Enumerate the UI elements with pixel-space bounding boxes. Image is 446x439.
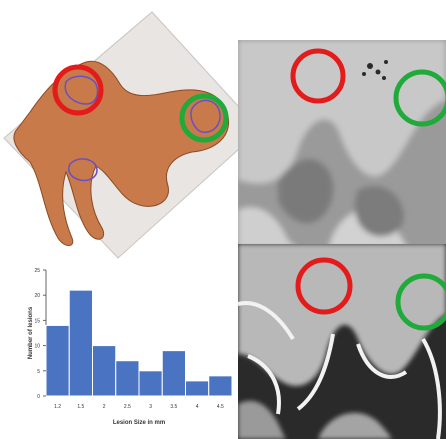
x-tick-label: 2 [103,404,106,410]
histogram-chart: 0 5 10 15 20 25 1.2 1.5 2 2.5 3 3.5 4 4.5 Lesion Size … [28,268,233,426]
lesion-size-histogram: 0 5 10 15 20 25 1.2 1.5 2 2.5 3 3.5 4 4.5 Lesion Size … [0,258,240,439]
y-tick-label: 10 [34,344,40,350]
histogram-bar [115,360,140,397]
lesion-outline-bottom [68,158,98,182]
x-tick-label: 1.5 [77,404,84,410]
y-axis-label: Number of lesions [28,306,34,359]
histogram-bar [138,370,163,397]
y-tick-label: 0 [37,394,40,400]
x-tick-label: 1.2 [54,404,61,410]
csf-bright-lines [238,301,442,439]
lesion-outline-right [190,99,221,134]
green-marker-circle [395,273,446,331]
histology-slide-panel [0,0,240,260]
red-marker-circle [295,257,353,315]
green-marker-circle [393,69,446,127]
x-tick-label: 4 [196,404,199,410]
x-tick-label: 2.5 [124,404,131,410]
x-tick-label: 3.5 [170,404,177,410]
mri-top-panel [238,40,446,248]
histogram-bar [185,380,210,397]
x-tick-label: 3 [149,404,152,410]
y-tick-label: 15 [34,318,40,324]
lesion-outline-left [64,75,99,105]
susceptibility-spots [362,60,388,80]
y-tick-label: 20 [34,293,40,299]
histogram-bar [161,350,186,397]
histology-slide-image [3,11,240,259]
x-axis-label: Lesion Size in mm [113,420,165,426]
mri-top-image [238,40,446,248]
mri-bottom-image [238,244,446,439]
green-marker-circle [179,93,229,143]
tissue-section [13,60,230,246]
histogram-bar [208,375,233,397]
x-tick-label: 4.5 [217,404,224,410]
histogram-bar [68,289,93,397]
red-marker-circle [52,64,104,116]
mri-bottom-panel [238,244,446,439]
y-tick-label: 25 [34,268,40,274]
red-marker-circle [290,48,346,104]
histogram-bar [45,324,70,397]
y-tick-label: 5 [37,369,40,375]
histogram-bar [92,345,117,397]
